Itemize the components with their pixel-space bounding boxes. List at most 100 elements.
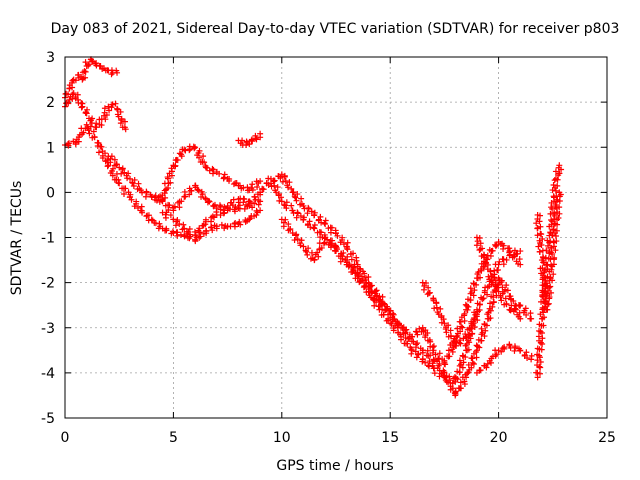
data-point xyxy=(294,191,301,198)
data-point xyxy=(449,348,456,355)
data-point xyxy=(498,297,505,304)
data-point xyxy=(422,359,429,366)
data-point xyxy=(172,222,179,229)
data-point xyxy=(213,225,220,232)
data-point xyxy=(198,193,205,200)
data-point xyxy=(200,222,207,229)
data-series xyxy=(62,90,129,133)
data-point xyxy=(131,176,138,183)
data-point xyxy=(482,327,489,334)
data-point xyxy=(444,353,451,360)
data-point xyxy=(128,196,135,203)
data-point xyxy=(459,324,466,331)
data-point xyxy=(275,192,282,199)
y-tick-label: -5 xyxy=(41,411,55,427)
data-point xyxy=(208,224,215,231)
data-point xyxy=(550,238,557,245)
data-point xyxy=(339,234,346,241)
data-point xyxy=(337,239,344,246)
data-point xyxy=(316,228,323,235)
data-point xyxy=(552,175,559,182)
data-point xyxy=(461,378,468,385)
data-point xyxy=(539,253,546,260)
x-tick-label: 20 xyxy=(490,430,508,446)
data-point xyxy=(548,245,555,252)
data-point xyxy=(474,317,481,324)
data-point xyxy=(451,373,458,380)
data-point xyxy=(246,216,253,223)
data-point xyxy=(540,293,547,300)
data-point xyxy=(544,287,551,294)
data-point xyxy=(97,62,104,69)
data-point xyxy=(79,103,86,110)
data-point xyxy=(556,204,563,211)
data-point xyxy=(454,368,461,375)
data-point xyxy=(467,285,474,292)
data-point xyxy=(528,356,535,363)
data-point xyxy=(210,202,217,209)
data-point xyxy=(293,231,300,238)
data-point xyxy=(213,208,220,215)
data-point xyxy=(344,246,351,253)
data-point xyxy=(415,351,422,358)
data-point xyxy=(209,213,216,220)
data-point xyxy=(271,182,278,189)
data-point xyxy=(490,299,497,306)
data-point xyxy=(248,185,255,192)
data-point xyxy=(464,337,471,344)
data-point xyxy=(541,314,548,321)
data-point xyxy=(174,232,181,239)
data-point xyxy=(257,130,264,137)
data-point xyxy=(445,347,452,354)
data-point xyxy=(534,345,541,352)
data-point xyxy=(432,351,439,358)
data-point xyxy=(372,290,379,297)
data-point xyxy=(543,292,550,299)
data-point xyxy=(431,370,438,377)
data-point xyxy=(281,172,288,179)
data-series xyxy=(62,56,121,101)
data-point xyxy=(192,231,199,238)
data-point xyxy=(539,236,546,243)
data-point xyxy=(547,283,554,290)
data-point xyxy=(252,132,259,139)
data-series xyxy=(473,341,535,376)
data-point xyxy=(426,358,433,365)
data-point xyxy=(317,213,324,220)
data-point xyxy=(488,277,495,284)
data-point xyxy=(247,215,254,222)
data-point xyxy=(171,203,178,210)
data-point xyxy=(230,181,237,188)
data-point xyxy=(476,367,483,374)
data-point xyxy=(551,212,558,219)
data-point xyxy=(226,175,233,182)
data-point xyxy=(332,247,339,254)
data-point xyxy=(455,385,462,392)
data-point xyxy=(499,290,506,297)
data-point xyxy=(114,111,121,118)
data-point xyxy=(461,317,468,324)
data-point xyxy=(350,264,357,271)
data-point xyxy=(468,318,475,325)
data-point xyxy=(506,248,513,255)
data-point xyxy=(138,207,145,214)
data-point xyxy=(549,205,556,212)
data-point xyxy=(366,285,373,292)
data-point xyxy=(495,275,502,282)
data-point xyxy=(87,123,94,130)
data-point xyxy=(452,391,459,398)
data-point xyxy=(167,212,174,219)
data-point xyxy=(196,154,203,161)
y-tick-label: 0 xyxy=(46,185,55,201)
data-point xyxy=(294,236,301,243)
data-point xyxy=(220,210,227,217)
data-point xyxy=(540,259,547,266)
data-point xyxy=(469,331,476,338)
data-point xyxy=(300,216,307,223)
data-point xyxy=(491,274,498,281)
data-point xyxy=(475,336,482,343)
data-point xyxy=(66,82,73,89)
y-tick-label: -1 xyxy=(41,231,55,247)
data-point xyxy=(476,306,483,313)
data-point xyxy=(291,237,298,244)
